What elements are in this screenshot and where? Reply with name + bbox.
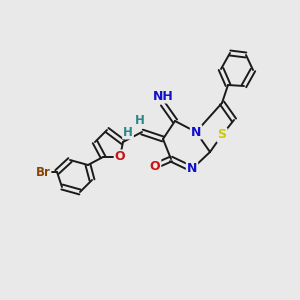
Text: N: N <box>187 163 197 176</box>
Text: H: H <box>123 125 133 139</box>
Text: NH: NH <box>153 89 173 103</box>
Text: N: N <box>191 125 201 139</box>
Text: O: O <box>150 160 160 172</box>
Text: Br: Br <box>36 166 50 178</box>
Text: H: H <box>135 115 145 128</box>
Text: S: S <box>218 128 226 142</box>
Text: O: O <box>115 151 125 164</box>
